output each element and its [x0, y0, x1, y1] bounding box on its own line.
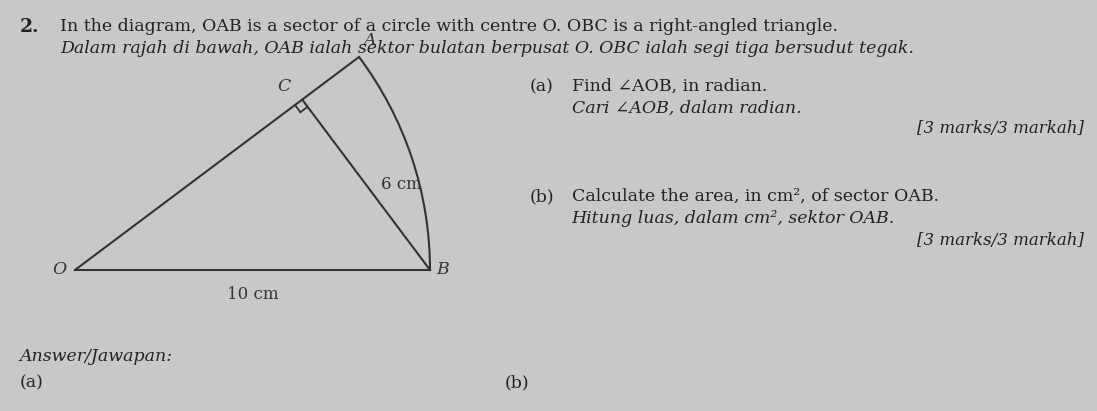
Text: (a): (a)	[530, 78, 554, 95]
Text: Dalam rajah di bawah, OAB ialah sektor bulatan berpusat O. OBC ialah segi tiga b: Dalam rajah di bawah, OAB ialah sektor b…	[60, 40, 914, 57]
Text: Find ∠AOB, in radian.: Find ∠AOB, in radian.	[572, 78, 767, 95]
Text: [3 marks/3 markah]: [3 marks/3 markah]	[917, 120, 1084, 137]
Text: [3 marks/3 markah]: [3 marks/3 markah]	[917, 232, 1084, 249]
Text: Cari ∠AOB, dalam radian.: Cari ∠AOB, dalam radian.	[572, 100, 801, 117]
Text: Hitung luas, dalam cm², sektor OAB.: Hitung luas, dalam cm², sektor OAB.	[572, 210, 895, 227]
Text: (b): (b)	[505, 374, 529, 391]
Text: B: B	[436, 261, 449, 279]
Text: 6 cm: 6 cm	[381, 176, 422, 193]
Text: Answer/Jawapan:: Answer/Jawapan:	[20, 348, 173, 365]
Text: 2.: 2.	[20, 18, 39, 36]
Text: Calculate the area, in cm², of sector OAB.: Calculate the area, in cm², of sector OA…	[572, 188, 939, 205]
Text: (b): (b)	[530, 188, 555, 205]
Text: C: C	[276, 78, 291, 95]
Text: In the diagram, OAB is a sector of a circle with centre O. OBC is a right-angled: In the diagram, OAB is a sector of a cir…	[60, 18, 838, 35]
Text: 10 cm: 10 cm	[227, 286, 279, 303]
Text: (a): (a)	[20, 374, 44, 391]
Text: O: O	[53, 261, 67, 279]
Text: A: A	[363, 32, 375, 49]
